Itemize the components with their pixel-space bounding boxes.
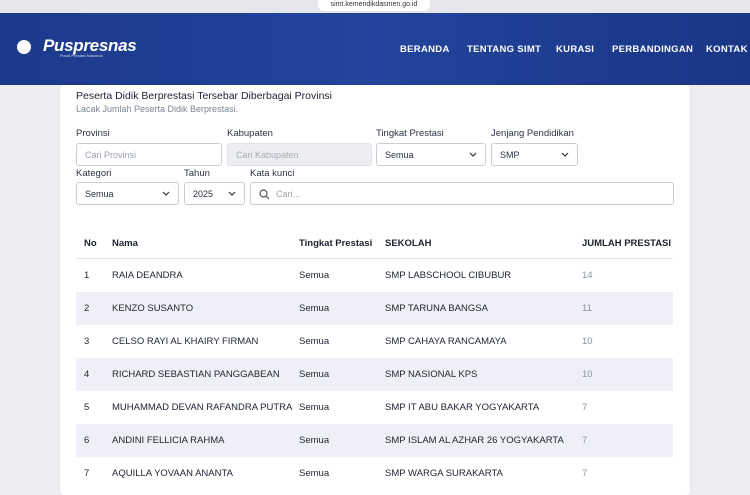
brand[interactable]: Puspresnas — [43, 36, 137, 55]
nav-link[interactable]: KONTAK — [706, 44, 748, 55]
regency-input: Cari Kabupaten — [227, 143, 372, 166]
table-cell: 4 — [84, 369, 90, 380]
table-cell: SMP LABSCHOOL CIBUBUR — [385, 270, 512, 281]
brand-subtitle: Pusat Prestasi Nasional — [60, 53, 103, 58]
placeholder: Cari... — [276, 188, 301, 199]
url[interactable]: simt.kemendikdasmen.go.id — [318, 0, 430, 11]
table-cell: Semua — [299, 336, 330, 347]
table-cell: SMP WARGA SURAKARTA — [385, 468, 503, 479]
table-cell: SMP NASIONAL KPS — [385, 369, 478, 380]
table-cell: 7 — [582, 435, 588, 446]
table-cell: 1 — [84, 270, 90, 281]
table-cell: 14 — [582, 270, 593, 281]
table-header: No — [84, 238, 97, 249]
table-header: Tingkat Prestasi — [299, 238, 373, 249]
nav-link[interactable]: TENTANG SIMT — [467, 44, 542, 55]
table-cell: 10 — [582, 369, 593, 380]
province-input[interactable]: Cari Provinsi — [76, 143, 222, 166]
table-header: JUMLAH PRESTASI — [582, 238, 672, 249]
card-subtitle: Lacak Jumlah Peserta Didik Berprestasi. — [76, 104, 239, 114]
table-cell: 6 — [84, 435, 90, 446]
label: Tahun — [184, 168, 210, 179]
table-cell: 7 — [84, 468, 90, 479]
chevron — [561, 152, 569, 157]
table-cell: Semua — [299, 270, 330, 281]
table-cell: 3 — [84, 336, 90, 347]
level-select[interactable]: Semua — [376, 143, 486, 166]
chevron — [469, 152, 477, 157]
table-row[interactable] — [76, 292, 673, 325]
table-cell: Semua — [299, 369, 330, 380]
select-value: SMP — [500, 149, 520, 160]
label: Jenjang Pendidikan — [491, 128, 574, 139]
category-select[interactable]: Semua — [76, 182, 179, 205]
label: Kategori — [76, 168, 112, 179]
label: Kabupaten — [227, 128, 273, 139]
select-value: 2025 — [193, 188, 214, 199]
header-divider — [76, 258, 673, 259]
table-cell: SMP IT ABU BAKAR YOGYAKARTA — [385, 402, 540, 413]
table-cell: 10 — [582, 336, 593, 347]
label: Tingkat Prestasi — [376, 128, 444, 139]
table-header: Nama — [112, 238, 138, 249]
keyword-input[interactable]: Cari... — [250, 182, 674, 205]
table-cell: MUHAMMAD DEVAN RAFANDRA PUTRA — [112, 402, 293, 413]
table-cell: 11 — [582, 303, 592, 314]
table-cell: Semua — [299, 303, 330, 314]
table-cell: RICHARD SEBASTIAN PANGGABEAN — [112, 369, 280, 380]
table-row[interactable] — [76, 424, 673, 457]
table-cell: AQUILLA YOVAAN ANANTA — [112, 468, 233, 479]
logo-icon — [17, 40, 31, 54]
table-header: SEKOLAH — [385, 238, 432, 249]
table-cell: Semua — [299, 402, 330, 413]
table-cell: SMP ISLAM AL AZHAR 26 YOGYAKARTA — [385, 435, 564, 446]
search-icon — [259, 189, 270, 200]
table-cell: 7 — [582, 402, 588, 413]
education-select[interactable]: SMP — [491, 143, 578, 166]
table-cell: Semua — [299, 468, 330, 479]
nav-link[interactable]: KURASI — [556, 44, 595, 55]
select-value: Semua — [85, 188, 114, 199]
year-select[interactable]: 2025 — [184, 182, 245, 205]
label: Provinsi — [76, 128, 110, 139]
card-title: Peserta Didik Berprestasi Tersebar Diber… — [76, 90, 333, 102]
table-cell: Semua — [299, 435, 330, 446]
table-cell: 7 — [582, 468, 588, 479]
table-cell: RAIA DEANDRA — [112, 270, 183, 281]
table-cell: CELSO RAYI AL KHAIRY FIRMAN — [112, 336, 259, 347]
select-value: Semua — [385, 149, 414, 160]
table-cell: SMP TARUNA BANGSA — [385, 303, 488, 314]
table-row[interactable] — [76, 358, 673, 391]
chevron — [228, 191, 236, 196]
table-cell: 5 — [84, 402, 90, 413]
nav-link[interactable]: BERANDA — [400, 44, 450, 55]
table-cell: ANDINI FELLICIA RAHMA — [112, 435, 225, 446]
table-cell: KENZO SUSANTO — [112, 303, 194, 314]
nav-link[interactable]: PERBANDINGAN — [612, 44, 694, 55]
table-cell: 2 — [84, 303, 90, 314]
label: Kata kunci — [250, 168, 295, 179]
navbar — [0, 13, 750, 85]
chevron — [162, 191, 170, 196]
table-cell: SMP CAHAYA RANCAMAYA — [385, 336, 507, 347]
